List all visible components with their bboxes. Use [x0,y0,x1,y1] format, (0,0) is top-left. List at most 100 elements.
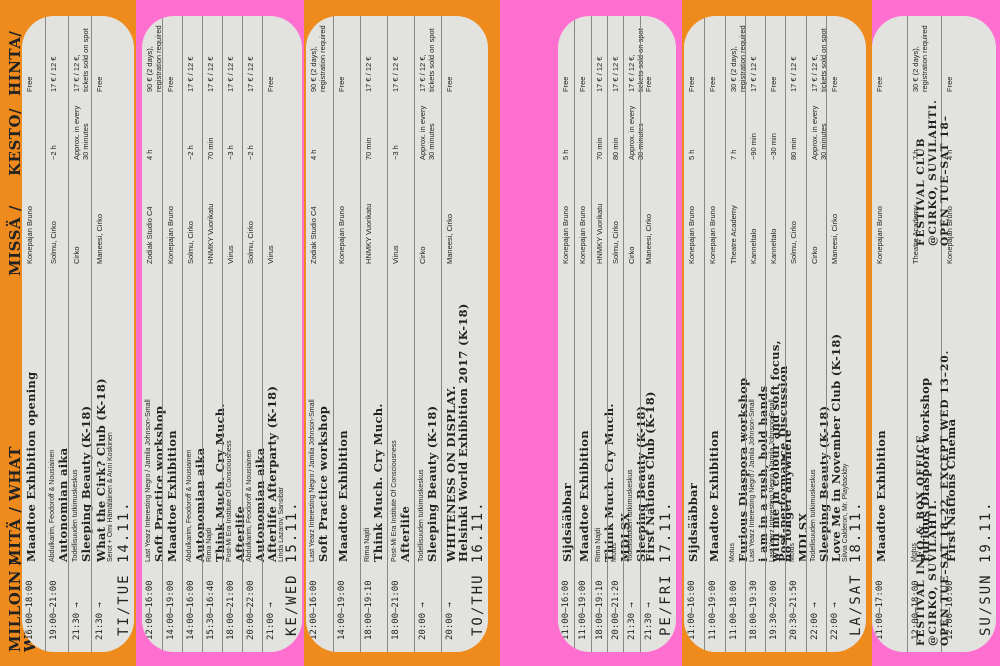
event-what: Sijdsääbbar [686,262,700,562]
event-title: Sijdsääbbar [560,482,574,562]
table-row: 20:00–21:20 Motus MDLSX Solmu, Cirko 80 min 1… [607,16,632,652]
event-duration: Approx. in every 30 minutes [72,105,90,160]
table-row: 22:00 → Todellisuuden tutkimuskeskus Sleep… [805,16,831,652]
event-price: 17 € / 12 € [364,56,373,92]
footer-festival-club: FESTIVAL CLUB @CIRKO, SUVILAHTI. OPEN TU… [915,99,951,246]
event-price: Free [166,76,175,92]
event-what: Maadtoe Exhibition [577,262,591,562]
day-label: KE/WED 15.11. [284,500,300,636]
event-time: 21:30 → [95,602,105,640]
event-time: 20:00–21:20 [611,580,621,640]
event-venue: Maneesi, Cirko [829,213,839,264]
event-venue: Maneesi, Cirko [95,213,104,264]
event-venue: HNMKY Vuorikatu [594,203,604,264]
event-duration: 4 h [309,149,318,160]
event-what: Last Yearz Interesting Negro / Jamila Jo… [309,262,330,562]
event-venue: Kanneltalo [748,228,758,264]
event-duration: 80 min [789,137,799,160]
event-venue: Solmu, Cirko [789,221,799,264]
event-venue: Viirus [226,245,235,264]
day-label: TI/TUE 14.11. [116,500,132,636]
event-time: 20:00 → [445,602,455,640]
event-time: 21:30 → [72,602,82,640]
event-time: 22:00 → [809,602,820,640]
event-time: 11:00–16:00 [687,580,697,640]
table-row: 20:00 → Todellisuuden tutkimuskeskus Sleep… [414,16,442,652]
footer-box-office: FESTIVAL INFO & BOX OFFICE @CIRKO, SUVIL… [915,349,951,646]
event-venue: Konepajan Bruno [561,206,570,264]
event-price: Free [769,76,778,92]
table-row: 11:00–16:00 Sijdsääbbar Konepajan Bruno 5 h… [558,16,574,652]
event-price: Free [578,76,588,92]
event-price: 90 € (2 days), registration required [309,25,327,92]
event-price: 17 € / 12 € [748,56,758,92]
event-what: Maadtoe Exhibition [165,262,179,562]
table-row: 18:00–19:10 Rima Najdi Think Much. Cry Muc… [360,16,388,652]
event-venue: Solmu, Cirko [246,221,255,264]
event-title: Sleeping Beauty (K-18) [425,405,439,562]
event-duration: ~2 h [186,145,195,160]
event-duration: 5 h [561,149,570,160]
event-title: First Nations Club (K-18) [642,391,657,562]
table-row: 18:00–19:30 Last Yearz Interesting Negro … [744,16,794,652]
event-venue: HNMKY Vuorikatu [364,203,373,264]
event-time: 18:00–21:00 [391,580,401,640]
event-price: 17 € / 12 € [789,56,799,92]
event-title: Sijdsääbbar [686,482,700,562]
day-card: 12:00–16:00 Last Yearz Interesting Negro … [306,16,488,652]
event-time: 11:00–19:00 [708,580,719,640]
event-venue: Maneesi, Cirko [643,213,653,264]
table-row: 20:30–21:50 Motus MDLSX Solmu, Cirko 80 min 1… [785,16,810,652]
event-price: 17 € / 12 € [226,56,235,92]
event-price: Free [25,76,34,92]
event-price: Free [643,76,653,92]
table-row: 12:00–16:00 Last Yearz Interesting Negro … [306,16,333,652]
table-row: 14:00–19:00 Maadtoe Exhibition Konepajan B… [333,16,361,652]
table-row: 22:00 → Love Me in November Club (K-18) Si… [825,16,849,652]
event-venue: Solmu, Cirko [611,221,620,264]
event-time: 14:00–19:00 [337,580,347,640]
event-time: 12:00–16:00 [145,580,155,640]
event-title: Maadtoe Exhibition [336,430,350,562]
event-time: 11:00–16:00 [561,580,571,640]
event-what: Abdulkarim, Feodoroff & Nousiainen Autono… [49,262,70,562]
event-what: Todellisuuden tutkimuskeskus Sleeping Bea… [418,262,439,562]
table-row: 18:00–21:00 Post-Mi Era Institute Of Cons… [222,16,247,652]
event-what: Todellisuuden tutkimuskeskus Sleeping Bea… [72,262,93,562]
event-venue: Konepajan Bruno [708,206,718,264]
event-what: Maadtoe Exhibition [336,262,350,562]
event-duration: ~2 h [49,145,58,160]
event-venue: Viirus [266,245,275,264]
table-row: 16:00–18:00 Maadtoe Exhibition opening Kon… [22,16,45,652]
event-time: 12:00–16:00 [309,580,319,640]
event-duration: 4 h [145,149,154,160]
event-time: 19:30–20:00 [769,580,779,640]
event-what: Post-Mi Era Institute Of Consciousness Af… [391,262,412,562]
event-what: Maadtoe Exhibition [707,262,721,562]
event-what: What the Cirk? Club (K-18) Serot + Omi Hä… [94,262,115,562]
table-row: 19:30–20:00 Last Yearz Interesting Negro … [765,16,790,652]
event-time: 19:00–21:00 [49,580,59,640]
event-title: Soft Practice workshop [316,405,330,562]
day-card: 16:00–18:00 Maadtoe Exhibition opening Kon… [22,16,134,652]
event-what: First Nations Club (K-18) [642,262,657,562]
event-what: Afterlife Afterparty (K-18) Linda Lazarov… [265,262,286,562]
event-title: What the Cirk? Club (K-18) [94,378,108,562]
event-venue: Solmu, Cirko [49,221,58,264]
day-label: LA/SAT 18.11. [848,500,864,636]
event-price: 17 € / 12 € [49,56,58,92]
event-price: 17 € / 12 € [594,56,604,92]
event-price: 17 € / 12 € [186,56,195,92]
event-price: Free [708,76,718,92]
event-venue: Konepajan Bruno [578,206,588,264]
event-price: Free [945,76,955,92]
event-title: Maadtoe Exhibition [874,430,888,562]
event-venue: Zodiak Studio C4 [145,206,154,264]
event-title: Maadtoe Exhibition [165,430,179,562]
table-row: 11:00–18:00 Motus Furious Diaspora worksho… [724,16,750,652]
event-time: 18:00–21:00 [226,580,236,640]
event-duration: ~2 h [246,145,255,160]
table-row: 19:00–21:00 Abdulkarim, Feodoroff & Nousi… [45,16,70,652]
table-row: 11:00–16:00 Sijdsääbbar Konepajan Bruno 5 h… [684,16,704,652]
